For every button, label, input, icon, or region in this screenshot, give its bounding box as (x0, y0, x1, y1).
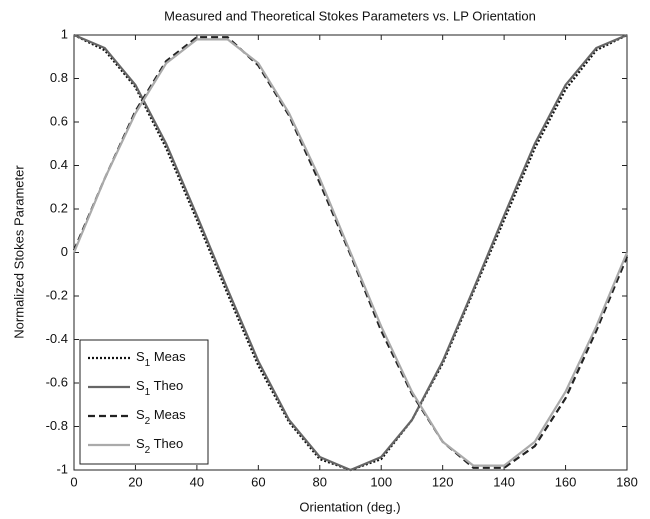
y-tick-label: -0.2 (46, 287, 68, 302)
x-axis-label: Orientation (deg.) (299, 499, 400, 514)
x-tick-label: 20 (128, 474, 142, 489)
y-tick-label: 0 (61, 244, 68, 259)
y-tick-label: -0.6 (46, 374, 68, 389)
legend-subscript: 2 (145, 416, 151, 427)
x-tick-label: 140 (493, 474, 515, 489)
y-tick-label: 1 (61, 26, 68, 41)
legend-text: S (136, 349, 145, 364)
x-tick-label: 40 (190, 474, 204, 489)
legend-text: Meas (150, 407, 186, 422)
legend-text: Theo (150, 378, 183, 393)
legend-subscript: 1 (145, 387, 151, 398)
series-line (73, 34, 628, 472)
y-tick-label: 0.4 (50, 157, 68, 172)
y-axis-label: Normalized Stokes Parameter (11, 165, 26, 339)
legend-subscript: 1 (145, 358, 151, 369)
legend-label: S1 Meas (136, 349, 186, 368)
legend-text: S (136, 407, 145, 422)
chart-title: Measured and Theoretical Stokes Paramete… (164, 8, 536, 23)
legend-label: S2 Meas (136, 407, 186, 426)
x-tick-label: 160 (555, 474, 577, 489)
legend-text: Theo (150, 436, 183, 451)
legend-box (79, 339, 209, 465)
x-tick-label: 100 (370, 474, 392, 489)
series-line (73, 33, 628, 472)
y-tick-label: 0.8 (50, 70, 68, 85)
legend-subscript: 2 (145, 445, 151, 456)
series-line (72, 38, 629, 467)
legend-label: S1 Theo (136, 378, 183, 397)
x-tick-label: 0 (70, 474, 77, 489)
y-tick-label: 0.6 (50, 113, 68, 128)
x-tick-label: 60 (251, 474, 265, 489)
y-tick-label: -0.8 (46, 418, 68, 433)
y-tick-label: 0.2 (50, 200, 68, 215)
x-tick-label: 180 (616, 474, 638, 489)
legend-text: S (136, 378, 145, 393)
legend-text: S (136, 436, 145, 451)
y-tick-label: -1 (56, 461, 68, 476)
y-tick-label: -0.4 (46, 331, 68, 346)
x-tick-label: 80 (313, 474, 327, 489)
x-tick-label: 120 (432, 474, 454, 489)
legend-label: S2 Theo (136, 436, 183, 455)
legend-text: Meas (150, 349, 186, 364)
